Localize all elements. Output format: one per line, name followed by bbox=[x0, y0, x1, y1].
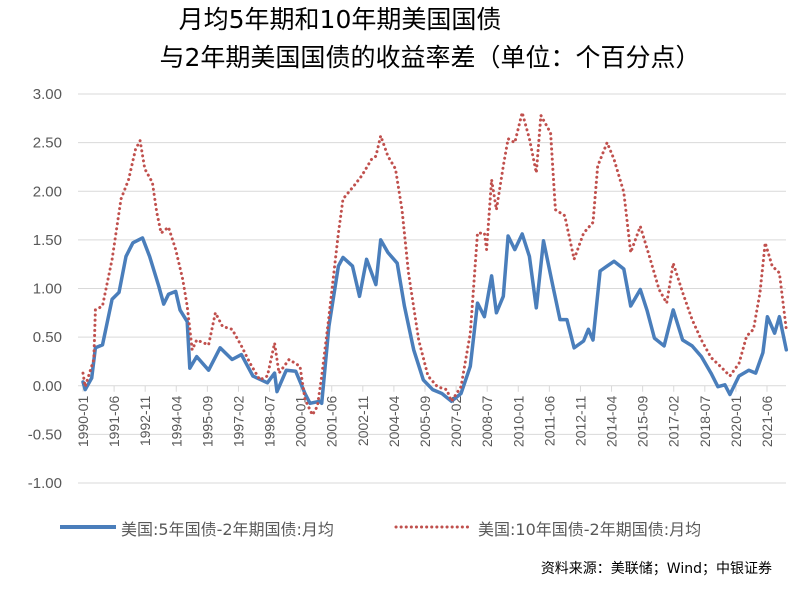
x-tick-label: 2017-02 bbox=[666, 396, 682, 448]
y-tick-label: 3.00 bbox=[33, 86, 62, 103]
x-tick-label: 2014-04 bbox=[604, 396, 620, 448]
source-note: 资料来源：美联储；Wind；中银证券 bbox=[540, 561, 772, 577]
chart-title-line-1: 月均5年期和10年期美国国债 bbox=[178, 5, 502, 34]
legend-label-5y: 美国:5年国债-2年期国债:月均 bbox=[121, 520, 334, 539]
x-tick-label: 2001-06 bbox=[324, 396, 340, 448]
x-tick-label: 2018-07 bbox=[697, 396, 713, 448]
x-tick-label: 1995-09 bbox=[199, 396, 215, 448]
x-tick-label: 1997-02 bbox=[230, 396, 246, 448]
y-tick-label: 2.00 bbox=[33, 183, 62, 200]
x-tick-label: 1998-07 bbox=[262, 396, 278, 448]
x-tick-label: 2011-06 bbox=[541, 396, 557, 447]
series-line-5y-2y bbox=[81, 232, 789, 406]
x-tick-label: 1992-11 bbox=[137, 396, 153, 447]
x-tick-label: 1991-06 bbox=[106, 396, 122, 448]
y-tick-label: 1.50 bbox=[33, 232, 62, 249]
x-tick-label: 1994-04 bbox=[168, 396, 184, 448]
x-tick-label: 1990-01 bbox=[75, 396, 91, 448]
x-tick-label: 2015-09 bbox=[635, 396, 651, 448]
y-tick-label: 2.50 bbox=[33, 135, 62, 152]
x-tick-label: 2007-02 bbox=[448, 396, 464, 448]
y-tick-label: -0.50 bbox=[28, 426, 62, 443]
x-tick-label: 2010-01 bbox=[510, 396, 526, 448]
chart-title-line-2: 与2年期美国国债的收益率差（单位：个百分点） bbox=[159, 43, 701, 72]
y-tick-label: 0.00 bbox=[33, 378, 62, 395]
x-tick-label: 2021-06 bbox=[759, 396, 775, 448]
x-tick-label: 2012-11 bbox=[572, 396, 588, 447]
x-tick-label: 2002-11 bbox=[355, 396, 371, 447]
y-tick-label: 1.00 bbox=[33, 281, 62, 298]
x-tick-label: 2004-04 bbox=[386, 396, 402, 448]
y-tick-label: -1.00 bbox=[28, 475, 62, 492]
x-tick-label: 2008-07 bbox=[479, 396, 495, 448]
x-tick-label: 2020-01 bbox=[728, 396, 744, 448]
x-tick-label: 2005-09 bbox=[417, 396, 433, 448]
y-tick-label: 0.50 bbox=[33, 329, 62, 346]
series-line-10y-2y bbox=[81, 111, 788, 417]
legend-label-10y: 美国:10年国债-2年期国债:月均 bbox=[478, 520, 702, 539]
x-tick-label: 2000-01 bbox=[293, 396, 309, 448]
